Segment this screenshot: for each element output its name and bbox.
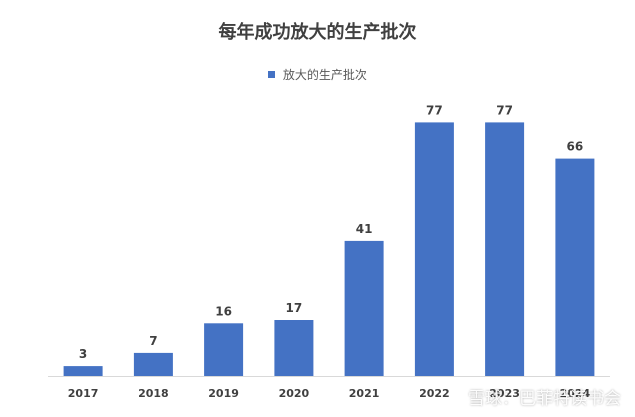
bar-2022 [414, 122, 454, 377]
x-tick-label-2017: 2017 [68, 387, 99, 400]
x-tick-label-2018: 2018 [138, 387, 169, 400]
bar-2019 [204, 323, 244, 376]
x-tick-label-2022: 2022 [419, 387, 450, 400]
data-label-2021: 41 [356, 222, 373, 236]
data-label-2022: 77 [426, 103, 443, 117]
x-tick-label-2021: 2021 [349, 387, 380, 400]
x-tick-label-2024: 2024 [560, 387, 591, 400]
chart-title: 每年成功放大的生产批次 [218, 22, 417, 43]
bar-2020 [274, 320, 314, 376]
legend: 放大的生产批次 [0, 66, 635, 83]
bar-2017 [63, 366, 103, 376]
legend-label: 放大的生产批次 [282, 68, 367, 82]
bar-2021 [344, 240, 384, 376]
x-tick-label-2023: 2023 [489, 387, 520, 400]
data-label-2024: 66 [567, 140, 584, 154]
bar-2018 [133, 352, 173, 376]
bar-2023 [485, 122, 525, 377]
x-tick-label-2020: 2020 [279, 387, 310, 400]
data-label-2020: 17 [286, 301, 303, 315]
data-label-2023: 77 [496, 103, 513, 117]
data-label-2018: 7 [149, 334, 157, 348]
legend-swatch [268, 71, 276, 78]
watermark: 雪球：巴菲特读书会 [468, 389, 621, 409]
bar-2024 [555, 158, 595, 376]
x-tick-label-2019: 2019 [208, 387, 239, 400]
data-label-2019: 16 [215, 304, 232, 318]
data-label-2017: 3 [79, 347, 87, 361]
